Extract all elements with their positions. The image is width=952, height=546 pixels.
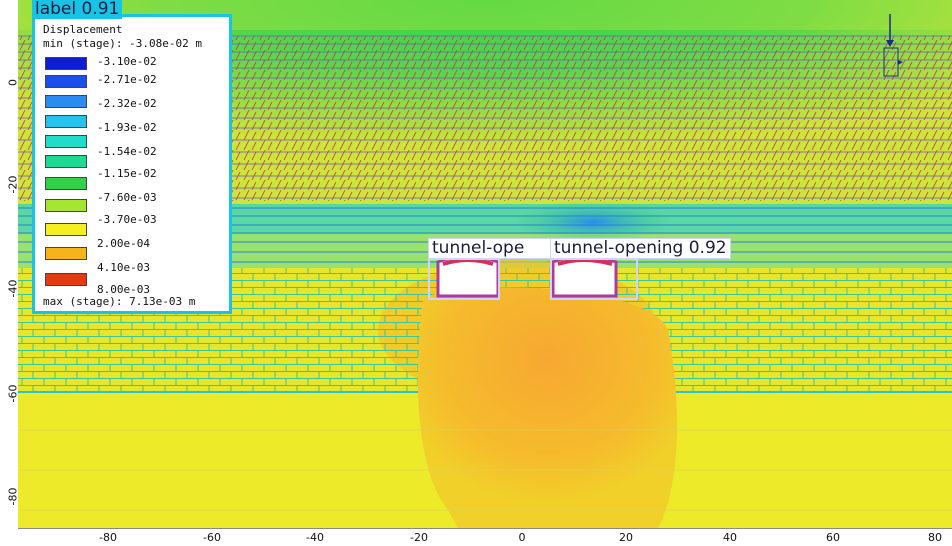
tunnel-right-detection-box: [550, 258, 638, 300]
legend-value: 4.10e-03: [97, 261, 150, 274]
y-tick-label: -40: [6, 279, 20, 298]
y-tick-label: -80: [6, 487, 20, 506]
legend-swatch: [45, 273, 87, 286]
legend-min-text: min (stage): -3.08e-02 m: [43, 37, 202, 50]
legend-value: -2.32e-02: [97, 97, 157, 110]
x-tick-label: -40: [306, 531, 324, 544]
x-tick-label: 60: [826, 531, 840, 544]
legend-swatch: [45, 199, 87, 212]
tunnel-left-detection-box: [428, 258, 500, 300]
detection-label-tunnel-right: tunnel-opening 0.92: [550, 238, 731, 259]
x-tick-label: -80: [99, 531, 117, 544]
y-tick-label: 0: [6, 79, 20, 86]
legend-swatch: [45, 95, 87, 108]
legend-value: -3.70e-03: [97, 213, 157, 226]
tunnel-right: [551, 254, 618, 298]
legend-value: -3.10e-02: [97, 55, 157, 68]
legend-swatch: [45, 155, 87, 168]
legend-swatch: [45, 135, 87, 148]
detection-label-tunnel-left: tunnel-ope: [428, 238, 554, 259]
legend-swatch: [45, 57, 87, 70]
y-tick-label: -60: [6, 384, 20, 403]
legend-title: Displacement: [43, 23, 123, 36]
x-tick-label: 40: [723, 531, 737, 544]
legend-swatch: [45, 247, 87, 260]
load-arrow-icon: [883, 14, 903, 77]
y-tick-label: -20: [6, 175, 20, 194]
legend-max-text: max (stage): 7.13e-03 m: [43, 295, 196, 308]
legend-value: -1.54e-02: [97, 145, 157, 158]
legend-value: -2.71e-02: [97, 73, 157, 86]
x-tick-label: 80: [928, 531, 942, 544]
x-tick-label: 20: [619, 531, 633, 544]
x-tick-label: 0: [518, 531, 526, 544]
legend-swatch: [45, 75, 87, 88]
legend-value: 2.00e-04: [97, 237, 150, 250]
legend-value: -1.93e-02: [97, 121, 157, 134]
legend-value: -7.60e-03: [97, 191, 157, 204]
detection-label-legend: label 0.91: [32, 0, 123, 19]
legend-swatch: [45, 115, 87, 128]
x-tick-label: -20: [410, 531, 428, 544]
legend-swatch: [45, 223, 87, 236]
displacement-legend[interactable]: Displacement min (stage): -3.08e-02 m -3…: [32, 14, 232, 314]
legend-value: -1.15e-02: [97, 167, 157, 180]
legend-swatch: [45, 177, 87, 190]
x-axis: [18, 528, 952, 546]
legend-value: 8.00e-03: [97, 283, 150, 296]
x-tick-label: -60: [203, 531, 221, 544]
